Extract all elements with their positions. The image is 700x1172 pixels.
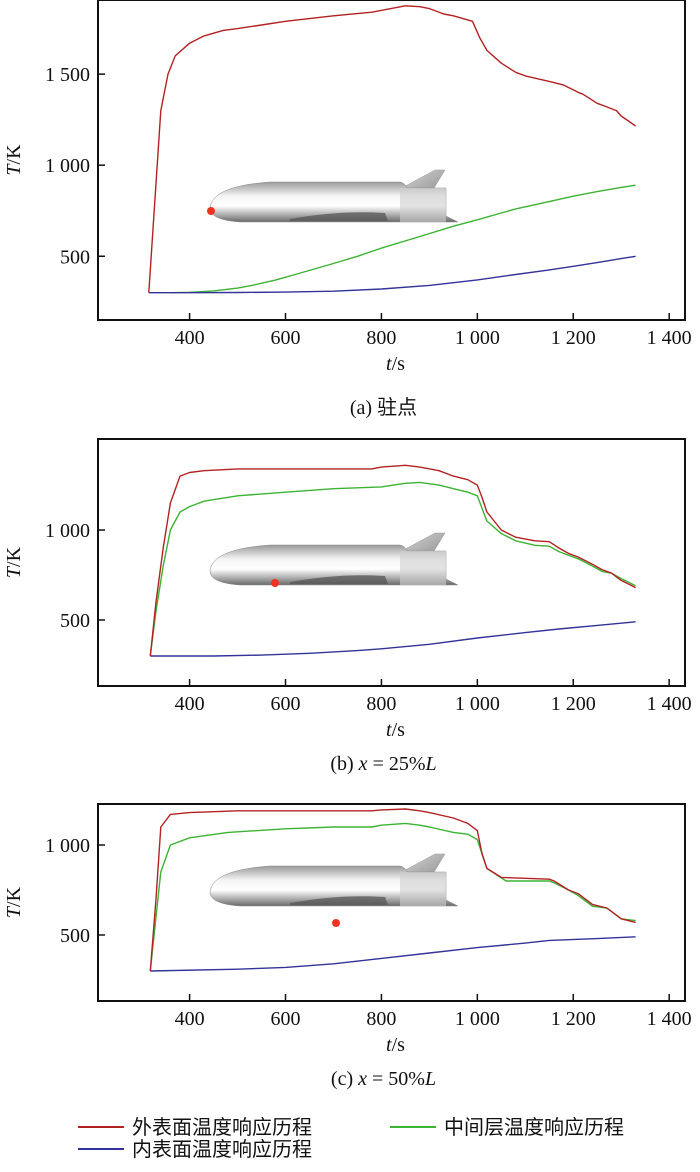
x-tick-label: 1 200 (551, 693, 596, 715)
y-tick-label: 1 000 (45, 520, 90, 542)
x-tick-label: 1 200 (551, 1008, 596, 1030)
y-tick-label: 1 000 (45, 835, 90, 857)
y-axis-label: T/K (3, 546, 25, 578)
chart-panel-c: 400 600 800 1 000 1 200 1 400 500 1 000 t/s T/K (c… (3, 803, 692, 1090)
x-tick-label: 1 000 (455, 693, 500, 715)
y-tick-label: 1 000 (45, 155, 90, 177)
y-axis-label: T/K (3, 886, 25, 918)
x-tick-label: 800 (366, 327, 396, 349)
series-line-inner (150, 621, 636, 657)
plot-frame (97, 0, 686, 321)
shuttle-illustration (209, 169, 459, 223)
legend-label: 中间层温度响应历程 (444, 1116, 624, 1139)
series-line-middle (170, 184, 636, 294)
plot-frame (97, 438, 686, 687)
x-tick-label: 600 (271, 693, 301, 715)
shuttle-body (209, 865, 459, 907)
shuttle-aft-section (400, 188, 446, 222)
legend-item-middle: 中间层温度响应历程 (390, 1116, 624, 1139)
x-tick-label: 1 400 (647, 1008, 692, 1030)
x-tick-label: 600 (271, 327, 301, 349)
legend-item-inner: 内表面温度响应历程 (78, 1138, 312, 1161)
x-tick-label: 1 400 (647, 327, 692, 349)
y-tick-label: 1 500 (45, 64, 90, 86)
chart-panel-b: 400 600 800 1 000 1 200 1 400 500 1 000 t/s T/K (b… (3, 438, 692, 775)
x-axis-label: t/s (386, 353, 405, 375)
x-tick-label: 1 000 (455, 327, 500, 349)
series-line-outer (148, 5, 636, 293)
x-tick-label: 1 200 (551, 327, 596, 349)
series-line-inner (150, 936, 636, 972)
x-axis-label: t/s (386, 719, 405, 741)
chart-panel-a: 400 600 800 1 000 1 200 1 400 500 1 000 1 500 t/s… (3, 0, 692, 419)
plot-frame (97, 803, 686, 1002)
x-tick-label: 1 000 (455, 1008, 500, 1030)
shuttle-body (209, 544, 459, 586)
measurement-point-marker (332, 919, 340, 927)
series-line-inner (148, 255, 636, 294)
shuttle-wing (290, 575, 388, 584)
shuttle-wing (290, 896, 388, 905)
x-tick-label: 400 (175, 1008, 205, 1030)
x-axis-label: t/s (386, 1034, 405, 1056)
x-tick-label: 800 (366, 1008, 396, 1030)
legend-label: 外表面温度响应历程 (132, 1116, 312, 1139)
measurement-point-marker (271, 579, 279, 587)
shuttle-body (209, 181, 459, 223)
series-line-outer (149, 808, 636, 972)
panel-caption: (c) x = 50%L (331, 1068, 436, 1090)
y-axis-label: T/K (3, 144, 25, 176)
x-tick-label: 400 (175, 327, 205, 349)
y-tick-label: 500 (60, 246, 90, 268)
y-tick-label: 500 (60, 925, 90, 947)
shuttle-aft-section (400, 872, 446, 906)
legend-label: 内表面温度响应历程 (132, 1138, 312, 1161)
shuttle-illustration (209, 532, 459, 586)
series-line-outer (149, 464, 636, 657)
legend-item-outer: 外表面温度响应历程 (78, 1116, 312, 1139)
y-tick-label: 500 (60, 610, 90, 632)
x-tick-label: 600 (271, 1008, 301, 1030)
measurement-point-marker (207, 207, 215, 215)
panel-caption: (a) 驻点 (350, 396, 417, 419)
x-tick-label: 800 (366, 693, 396, 715)
x-tick-label: 400 (175, 693, 205, 715)
shuttle-illustration (209, 853, 459, 907)
series-line-middle (149, 822, 636, 972)
x-tick-label: 1 400 (647, 693, 692, 715)
panel-caption: (b) x = 25%L (330, 753, 436, 775)
shuttle-wing (290, 212, 388, 221)
series-line-middle (149, 481, 636, 657)
shuttle-aft-section (400, 551, 446, 585)
